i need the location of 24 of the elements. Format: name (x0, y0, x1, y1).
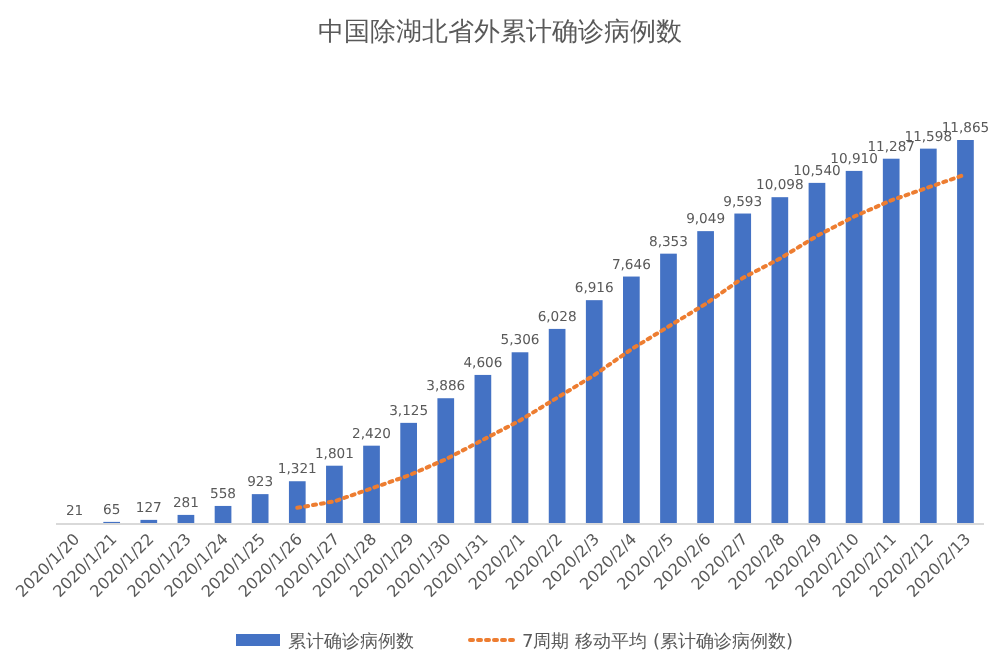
bar (400, 422, 417, 524)
chart-title: 中国除湖北省外累计确诊病例数 (318, 18, 682, 48)
bar (957, 140, 974, 524)
bar (437, 398, 455, 524)
bar (845, 170, 863, 524)
bar (363, 445, 380, 524)
bar (474, 374, 492, 524)
bar (288, 481, 306, 524)
bar (585, 300, 603, 524)
bar (623, 276, 640, 524)
bar (919, 148, 937, 524)
bar (214, 505, 232, 524)
bar (808, 182, 826, 524)
bar (734, 213, 752, 524)
bar (326, 465, 343, 524)
bar (251, 494, 269, 524)
bar (511, 352, 529, 524)
bar (697, 231, 714, 524)
bar (882, 158, 900, 524)
bar (660, 253, 677, 524)
legend-label: 累计确诊病例数 (288, 631, 414, 653)
bar (548, 328, 566, 524)
legend-label: 7周期 移动平均 (累计确诊病例数) (522, 631, 793, 653)
bar (771, 197, 789, 524)
